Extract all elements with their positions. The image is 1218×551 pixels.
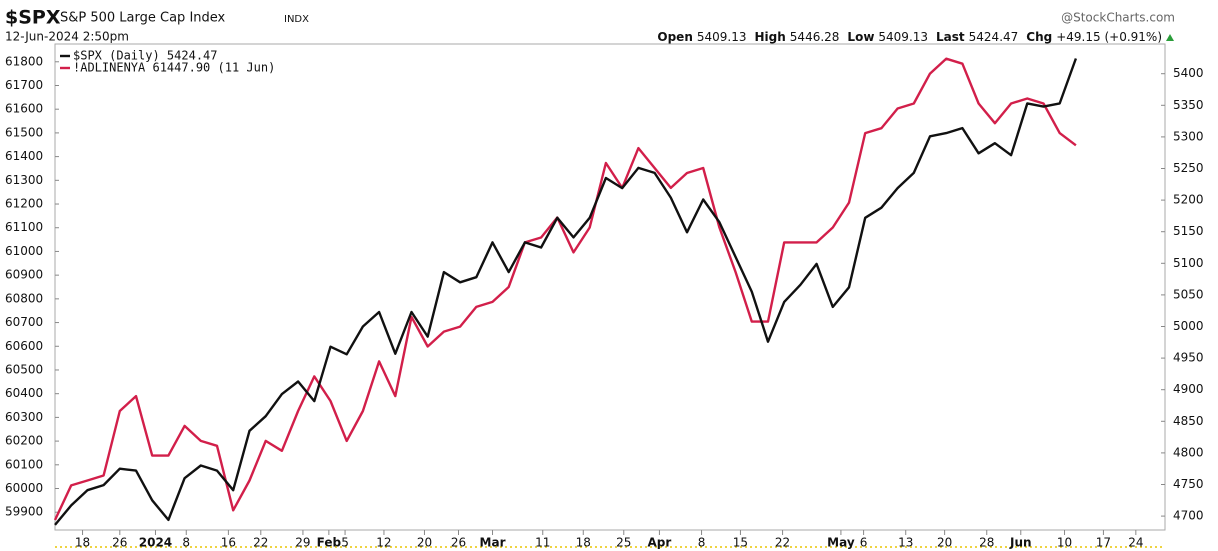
y-tick-label: 60700	[5, 315, 43, 329]
x-tick-label: 18	[576, 536, 591, 550]
y-tick-label: 61500	[5, 125, 43, 139]
x-tick-label: 28	[979, 536, 994, 550]
legend-label: $SPX (Daily) 5424.47	[73, 49, 218, 63]
x-tick-label: 18	[75, 536, 90, 550]
x-tick-label: 11	[535, 536, 550, 550]
y-tick-label: 59900	[5, 505, 43, 519]
y2-tick-label: 5400	[1173, 66, 1204, 80]
y-tick-label: 61000	[5, 244, 43, 258]
y-tick-label: 61800	[5, 54, 43, 68]
quote: Open 5409.13 High 5446.28 Low 5409.13 Last 5424…	[657, 30, 1162, 44]
x-tick-label: 29	[295, 536, 310, 550]
y-tick-label: 61600	[5, 102, 43, 116]
legend-label: !ADLINENYA 61447.90 (11 Jun)	[73, 61, 275, 75]
y-tick-label: 60500	[5, 362, 43, 376]
y2-tick-label: 4850	[1173, 414, 1204, 428]
x-tick-label: 5	[341, 536, 349, 550]
up-arrow	[1166, 34, 1174, 41]
timestamp: 12-Jun-2024 2:50pm	[5, 30, 129, 44]
series-line	[53, 57, 1077, 521]
quote-label: Open	[657, 30, 692, 44]
y2-tick-label: 4700	[1173, 509, 1204, 523]
series-line	[54, 58, 1078, 526]
x-tick-label: 24	[1128, 536, 1143, 550]
quote-label: Chg	[1026, 30, 1052, 44]
y2-tick-label: 4950	[1173, 351, 1204, 365]
quote-value: 5446.28	[790, 30, 840, 44]
x-tick-label: 26	[451, 536, 466, 550]
x-tick-label: 13	[898, 536, 913, 550]
x-tick-label: 17	[1096, 536, 1111, 550]
quote-value: +49.15 (+0.91%)	[1056, 30, 1162, 44]
x-tick-label: 12	[376, 536, 391, 550]
quote-value: 5409.13	[697, 30, 747, 44]
x-tick-label: 20	[937, 536, 952, 550]
plot-frame	[54, 43, 1166, 531]
y-tick-label: 61300	[5, 173, 43, 187]
y2-tick-label: 5100	[1173, 256, 1204, 270]
quote-label: High	[755, 30, 786, 44]
x-tick-label: 6	[860, 536, 868, 550]
source: @StockCharts.com	[1061, 11, 1175, 25]
x-tick-label: 25	[616, 536, 631, 550]
x-tick-label: 8	[698, 536, 706, 550]
y2-tick-label: 5200	[1173, 193, 1204, 207]
x-tick-label: 15	[733, 536, 748, 550]
x-tick-label: 22	[253, 536, 268, 550]
y2-tick-label: 5150	[1173, 224, 1204, 238]
x-tick-label: 2024	[139, 536, 172, 550]
y-tick-label: 60400	[5, 386, 43, 400]
y-tick-label: 60600	[5, 339, 43, 353]
quote-label: Low	[847, 30, 874, 44]
x-tick-label: Mar	[480, 536, 506, 550]
x-tick-label: 20	[417, 536, 432, 550]
x-tick-label: 16	[221, 536, 236, 550]
y2-tick-label: 4900	[1173, 382, 1204, 396]
x-tick-label: 22	[775, 536, 790, 550]
y-tick-label: 61400	[5, 149, 43, 163]
x-tick-label: 8	[182, 536, 190, 550]
y-tick-label: 61700	[5, 78, 43, 92]
quote-value: 5409.13	[878, 30, 928, 44]
y-tick-label: 60300	[5, 410, 43, 424]
y-tick-label: 60800	[5, 291, 43, 305]
x-tick-label: Jun	[1009, 536, 1032, 550]
x-tick-label: 10	[1057, 536, 1072, 550]
exchange: INDX	[284, 14, 309, 25]
y2-tick-label: 5250	[1173, 161, 1204, 175]
y-tick-label: 60100	[5, 457, 43, 471]
y2-tick-label: 5350	[1173, 98, 1204, 112]
y2-tick-label: 5000	[1173, 319, 1204, 333]
quote-label: Last	[936, 30, 965, 44]
y-tick-label: 61100	[5, 220, 43, 234]
x-tick-label: 26	[112, 536, 127, 550]
y2-tick-label: 4800	[1173, 445, 1204, 459]
y2-tick-label: 5050	[1173, 287, 1204, 301]
y2-tick-label: 4750	[1173, 477, 1204, 491]
y-tick-label: 60900	[5, 268, 43, 282]
y2-tick-label: 5300	[1173, 129, 1204, 143]
y-tick-label: 60000	[5, 481, 43, 495]
chart-title: $SPX	[5, 7, 61, 29]
y-tick-label: 60200	[5, 434, 43, 448]
chart-subtitle: S&P 500 Large Cap Index	[60, 11, 226, 26]
y-tick-label: 61200	[5, 197, 43, 211]
quote-value: 5424.47	[969, 30, 1019, 44]
x-tick-label: May	[827, 536, 855, 550]
x-tick-label: Feb	[317, 536, 342, 550]
x-tick-label: Apr	[648, 536, 672, 550]
